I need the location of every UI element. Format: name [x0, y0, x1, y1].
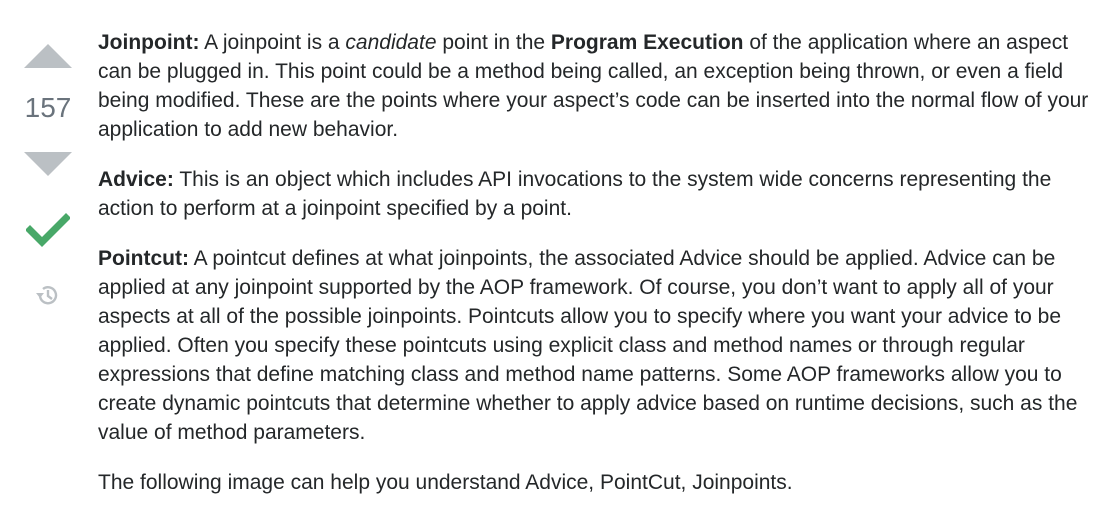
joinpoint-strong: Program Execution	[550, 31, 744, 54]
upvote-button[interactable]	[24, 44, 72, 70]
pointcut-text: A pointcut defines at what joinpoints, t…	[98, 247, 1078, 444]
advice-paragraph: Advice: This is an object which includes…	[98, 165, 1093, 223]
answer-body: Joinpoint: A joinpoint is a candidate po…	[98, 28, 1093, 514]
joinpoint-paragraph: Joinpoint: A joinpoint is a candidate po…	[98, 28, 1093, 144]
joinpoint-text-after: of the application where an aspect can b…	[98, 31, 1089, 141]
timeline-button[interactable]	[34, 282, 60, 308]
pointcut-term: Pointcut:	[98, 247, 189, 270]
joinpoint-emphasis: candidate	[345, 31, 437, 54]
downvote-button[interactable]	[24, 150, 72, 176]
closing-paragraph: The following image can help you underst…	[98, 471, 793, 494]
history-icon	[36, 286, 58, 305]
advice-term: Advice:	[98, 168, 174, 191]
accepted-answer-check	[25, 210, 71, 250]
joinpoint-text-middle: point in the	[436, 31, 551, 54]
vote-count: 157	[24, 92, 72, 123]
vote-cell: 157	[0, 0, 96, 514]
triangle-up-icon	[24, 44, 72, 68]
joinpoint-term: Joinpoint:	[98, 31, 200, 54]
joinpoint-text-before: A joinpoint is a	[199, 31, 346, 54]
triangle-down-icon	[24, 152, 72, 176]
checkmark-icon	[25, 213, 71, 247]
pointcut-paragraph: Pointcut: A pointcut defines at what joi…	[98, 244, 1093, 447]
advice-text: This is an object which includes API inv…	[98, 168, 1052, 220]
